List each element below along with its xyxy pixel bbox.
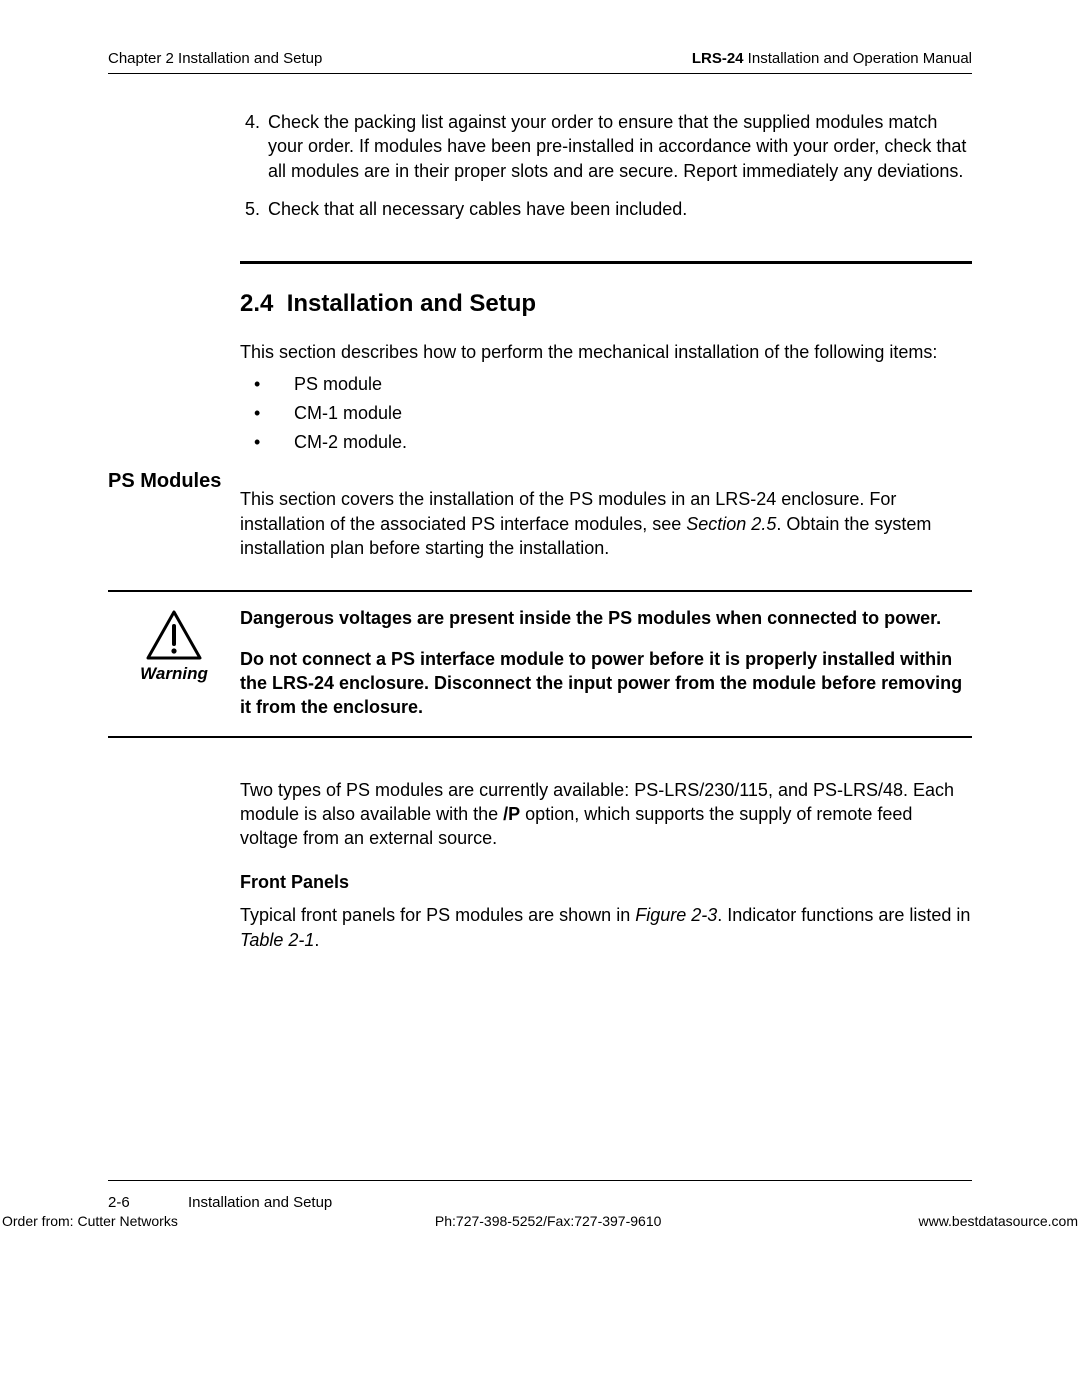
- header-left: Chapter 2 Installation and Setup: [108, 50, 322, 67]
- text: Typical front panels for PS modules are …: [240, 905, 635, 925]
- option-name: /P: [503, 804, 520, 824]
- bullet-item: CM-1 module: [240, 403, 972, 424]
- list-text: Check the packing list against your orde…: [268, 110, 972, 183]
- bullet-item: CM-2 module.: [240, 432, 972, 453]
- warning-icon: [146, 610, 202, 660]
- page: Chapter 2 Installation and Setup LRS-24 …: [0, 0, 1080, 1397]
- table-ref: Table 2-1: [240, 930, 314, 950]
- front-panels-paragraph: Typical front panels for PS modules are …: [240, 903, 972, 952]
- section-title: 2.4 Installation and Setup: [240, 290, 972, 318]
- bullet-text: CM-2 module.: [294, 432, 407, 453]
- warning-block: Warning Dangerous voltages are present i…: [108, 590, 972, 737]
- text: . Indicator functions are listed in: [717, 905, 970, 925]
- running-header: Chapter 2 Installation and Setup LRS-24 …: [108, 50, 972, 74]
- list-text: Check that all necessary cables have bee…: [268, 197, 972, 221]
- list-item: 5. Check that all necessary cables have …: [240, 197, 972, 221]
- order-left: Order from: Cutter Networks: [2, 1213, 178, 1229]
- section-number: 2.4: [240, 290, 273, 317]
- page-number: 2-6: [108, 1194, 188, 1211]
- section-intro: This section describes how to perform th…: [240, 340, 972, 364]
- numbered-list: 4. Check the packing list against your o…: [240, 110, 972, 221]
- warning-label: Warning: [140, 664, 208, 684]
- figure-ref: Figure 2-3: [635, 905, 717, 925]
- list-item: 4. Check the packing list against your o…: [240, 110, 972, 183]
- warning-left: Warning: [108, 606, 240, 719]
- warning-paragraph: Do not connect a PS interface module to …: [240, 647, 972, 720]
- warning-paragraph: Dangerous voltages are present inside th…: [240, 606, 972, 630]
- section-name: Installation and Setup: [287, 290, 536, 317]
- order-right: www.bestdatasource.com: [918, 1213, 1078, 1229]
- warning-text: Dangerous voltages are present inside th…: [240, 606, 972, 719]
- section-rule: [240, 261, 972, 264]
- footer-line: 2-6 Installation and Setup: [108, 1194, 972, 1211]
- list-number: 5.: [240, 197, 268, 221]
- two-types-paragraph: Two types of PS modules are currently av…: [240, 778, 972, 851]
- order-line: Order from: Cutter Networks Ph:727-398-5…: [0, 1213, 1080, 1229]
- ps-modules-intro: This section covers the installation of …: [240, 487, 972, 560]
- list-number: 4.: [240, 110, 268, 183]
- order-mid: Ph:727-398-5252/Fax:727-397-9610: [435, 1213, 662, 1229]
- bullet-text: PS module: [294, 374, 382, 395]
- section-ref: Section 2.5: [686, 514, 776, 534]
- bullet-text: CM-1 module: [294, 403, 402, 424]
- side-heading-ps-modules: PS Modules: [108, 470, 221, 493]
- content-column: 4. Check the packing list against your o…: [240, 110, 972, 952]
- front-panels-heading: Front Panels: [240, 872, 972, 893]
- bullet-item: PS module: [240, 374, 972, 395]
- bullet-list: PS module CM-1 module CM-2 module.: [240, 374, 972, 453]
- header-right-bold: LRS-24: [692, 50, 744, 67]
- header-right: LRS-24 Installation and Operation Manual: [692, 50, 972, 67]
- text: .: [314, 930, 319, 950]
- header-right-rest: Installation and Operation Manual: [744, 50, 972, 67]
- footer-title: Installation and Setup: [188, 1194, 332, 1211]
- footer-rule: [108, 1180, 972, 1181]
